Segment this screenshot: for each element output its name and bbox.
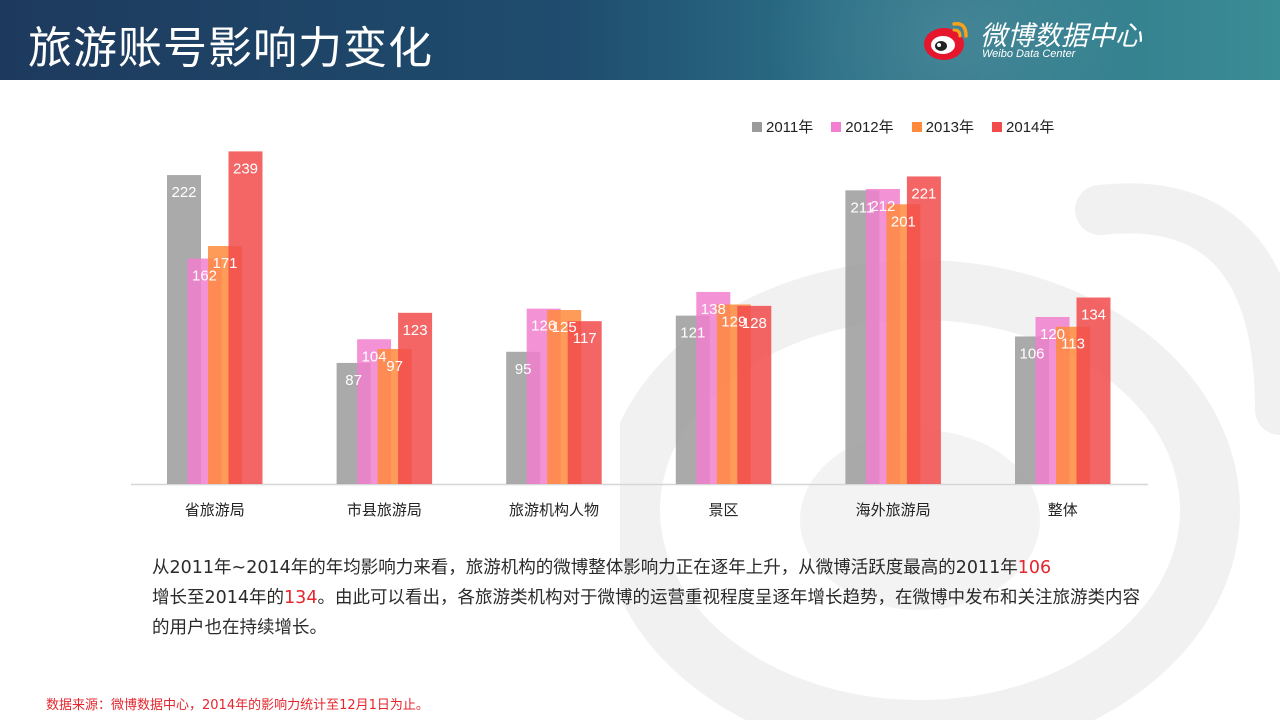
data-label-2013年-省旅游局: 171 xyxy=(212,255,237,272)
legend-label-2011: 2011年 xyxy=(766,119,814,136)
description-value-1: 106 xyxy=(1017,558,1052,578)
bar-chart: 222162171239省旅游局8710497123市县旅游局951261251… xyxy=(131,151,1148,519)
data-label-2014年-整体: 134 xyxy=(1081,307,1106,324)
data-label-2014年-旅游机构人物: 117 xyxy=(573,330,597,347)
description-part-1: 从2011年~2014年的年均影响力来看，旅游机构的微博整体影响力正在逐年上升，… xyxy=(152,558,1018,578)
data-label-2011年-市县旅游局: 87 xyxy=(345,372,362,389)
category-label-旅游机构人物: 旅游机构人物 xyxy=(509,501,599,519)
weibo-logo-icon xyxy=(924,22,968,60)
bar-2014年-整体 xyxy=(1076,297,1111,484)
data-label-2011年-整体: 106 xyxy=(1019,345,1044,362)
bar-2014年-旅游机构人物 xyxy=(567,321,602,484)
data-label-2013年-海外旅游局: 201 xyxy=(891,213,916,230)
category-label-景区: 景区 xyxy=(709,501,739,519)
data-label-2014年-省旅游局: 239 xyxy=(233,160,258,177)
logo-subtext: Weibo Data Center xyxy=(982,48,1076,60)
data-label-2011年-旅游机构人物: 95 xyxy=(515,361,532,378)
legend-item-2013: 2013年 xyxy=(911,116,975,137)
data-label-2014年-市县旅游局: 123 xyxy=(403,322,428,339)
category-label-市县旅游局: 市县旅游局 xyxy=(347,501,422,519)
legend-swatch-2011 xyxy=(752,121,762,132)
description-part-3: 。由此可以看出，各旅游类机构对于微博的运营重视程度呈逐年增长趋势，在微博中发布和… xyxy=(152,588,1140,638)
legend-label-2013: 2013年 xyxy=(925,119,975,136)
legend-label-2014: 2014年 xyxy=(1006,119,1055,136)
page-title: 旅游账号影响力变化 xyxy=(28,23,433,74)
legend-label-2012: 2012年 xyxy=(845,119,894,136)
chart-legend: 2011年 2012年 2013年 2014年 xyxy=(752,116,1054,137)
data-label-2012年-市县旅游局: 104 xyxy=(362,348,387,365)
data-label-2013年-整体: 113 xyxy=(1061,336,1085,353)
data-label-2013年-市县旅游局: 97 xyxy=(386,358,403,375)
data-label-2014年-景区: 128 xyxy=(742,315,767,332)
category-label-省旅游局: 省旅游局 xyxy=(185,501,245,519)
category-label-整体: 整体 xyxy=(1048,501,1078,519)
logo-text: 微博数据中心 xyxy=(980,21,1142,52)
data-label-2012年-省旅游局: 162 xyxy=(192,268,217,285)
legend-swatch-2014 xyxy=(992,121,1003,132)
data-label-2012年-景区: 138 xyxy=(701,301,726,318)
legend-item-2011: 2011年 xyxy=(752,116,813,137)
data-label-2011年-省旅游局: 222 xyxy=(171,184,196,201)
data-label-2012年-整体: 120 xyxy=(1040,326,1065,343)
description-text: 从2011年~2014年的年均影响力来看，旅游机构的微博整体影响力正在逐年上升，… xyxy=(152,553,1152,643)
data-label-2011年-海外旅游局: 211 xyxy=(850,199,874,216)
data-label-2014年-海外旅游局: 221 xyxy=(911,185,936,202)
description-value-2: 134 xyxy=(284,588,318,608)
legend-swatch-2012 xyxy=(831,121,842,132)
bar-2014年-海外旅游局 xyxy=(906,176,941,485)
data-label-2012年-旅游机构人物: 126 xyxy=(531,318,556,335)
legend-item-2012: 2012年 xyxy=(831,116,894,137)
data-label-2011年-景区: 121 xyxy=(680,325,705,342)
header-banner: 旅游账号影响力变化 微博数据中心 Weibo Data Center xyxy=(0,0,1280,80)
bar-2014年-市县旅游局 xyxy=(398,312,433,484)
bar-2014年-省旅游局 xyxy=(228,151,263,484)
data-label-2013年-旅游机构人物: 125 xyxy=(552,319,577,336)
category-label-海外旅游局: 海外旅游局 xyxy=(856,501,931,519)
data-source-note: 数据来源：微博数据中心，2014年的影响力统计至12月1日为止。 xyxy=(46,698,429,713)
data-label-2012年-海外旅游局: 212 xyxy=(870,198,895,215)
legend-item-2014: 2014年 xyxy=(992,116,1054,137)
bar-2014年-景区 xyxy=(737,305,772,484)
description-part-2: 增长至2014年的 xyxy=(152,588,285,608)
legend-swatch-2013 xyxy=(911,121,922,132)
data-label-2013年-景区: 129 xyxy=(721,313,746,330)
